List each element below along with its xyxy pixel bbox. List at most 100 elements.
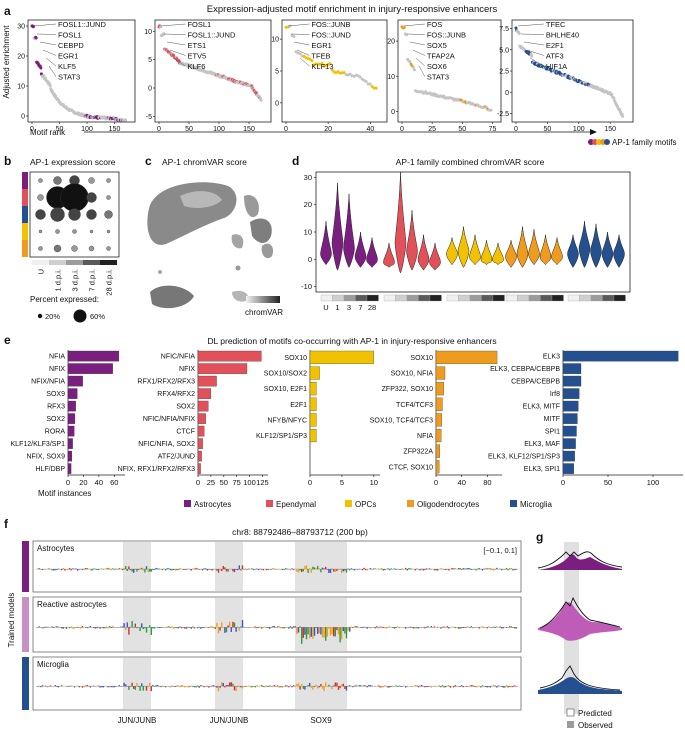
logo-glyph bbox=[285, 685, 287, 687]
y-tick-label: 5 bbox=[275, 69, 279, 76]
logo-glyph bbox=[481, 685, 484, 687]
motif-highlight bbox=[295, 542, 347, 591]
y-tick-label: 10 bbox=[387, 74, 395, 81]
legend-swatch bbox=[345, 500, 352, 507]
logo-glyph bbox=[390, 568, 392, 570]
chromvar-colorbar-label: chromVAR bbox=[245, 308, 283, 317]
logo-glyph bbox=[381, 686, 383, 688]
logo-glyph bbox=[283, 627, 285, 629]
logo-glyph bbox=[350, 568, 352, 570]
logo-glyph bbox=[67, 569, 69, 571]
logo-glyph bbox=[502, 627, 504, 629]
logo-glyph bbox=[240, 626, 242, 628]
logo-glyph bbox=[168, 568, 170, 570]
bar-chart-2: NFIC/NFIA NFIX RFX1/RFX2/RFX3 RFX4/RFX2 SOX2… bbox=[118, 350, 269, 487]
logo-glyph bbox=[53, 569, 55, 571]
x-tick-label: 150 bbox=[109, 126, 121, 133]
condition-swatch bbox=[49, 260, 66, 265]
rank-point bbox=[374, 86, 378, 90]
logo-glyph bbox=[488, 686, 490, 688]
logo-glyph bbox=[478, 567, 480, 570]
logo-glyph bbox=[237, 685, 239, 687]
logo-glyph bbox=[465, 626, 468, 628]
violin bbox=[469, 234, 481, 266]
logo-glyph bbox=[206, 569, 208, 571]
panel-g-letter: g bbox=[536, 530, 543, 544]
logo-glyph bbox=[349, 627, 351, 632]
bar-label: NFIC/NFIA, SOX2 bbox=[138, 441, 195, 448]
logo-glyph bbox=[400, 569, 402, 570]
condition-swatch bbox=[492, 294, 505, 302]
y-tick-label: -2.5 bbox=[497, 111, 509, 118]
logo-glyph bbox=[443, 569, 445, 570]
bar bbox=[562, 463, 574, 474]
logo-glyph bbox=[141, 567, 143, 570]
logo-glyph bbox=[358, 626, 360, 628]
logo-glyph bbox=[283, 686, 285, 687]
logo-glyph bbox=[187, 686, 189, 688]
condition-swatch bbox=[602, 294, 615, 302]
bar bbox=[309, 428, 317, 443]
logo-glyph bbox=[169, 569, 172, 571]
violin bbox=[320, 221, 332, 266]
logo-glyph bbox=[37, 626, 39, 628]
logo-glyph bbox=[246, 569, 248, 570]
bar bbox=[67, 450, 73, 462]
legend-label: Microglia bbox=[520, 500, 553, 509]
logo-glyph bbox=[253, 627, 255, 628]
logo-glyph bbox=[219, 627, 221, 631]
logo-glyph bbox=[341, 569, 343, 574]
logo-glyph bbox=[230, 682, 232, 687]
logo-glyph bbox=[502, 569, 504, 570]
x-tick-label: 0 bbox=[400, 126, 404, 133]
logo-glyph bbox=[46, 626, 48, 628]
logo-glyph bbox=[478, 627, 480, 629]
expression-dot bbox=[60, 183, 89, 212]
x-tick-label: 40 bbox=[366, 126, 374, 133]
motif-label: HIF1A bbox=[546, 62, 567, 71]
logo-glyph bbox=[336, 682, 338, 687]
logo-glyph bbox=[441, 626, 444, 628]
condition-swatch bbox=[590, 294, 603, 302]
logo-glyph bbox=[195, 627, 197, 628]
logo-glyph bbox=[97, 569, 100, 570]
logo-glyph bbox=[264, 686, 266, 688]
logo-glyph bbox=[329, 627, 332, 636]
logo-glyph bbox=[419, 685, 421, 687]
bar-label: E2F1 bbox=[290, 402, 307, 409]
logo-glyph bbox=[494, 627, 496, 629]
logo-glyph bbox=[69, 627, 71, 629]
y-tick-label: 5 bbox=[148, 57, 152, 64]
logo-glyph bbox=[88, 626, 90, 628]
logo-glyph bbox=[469, 568, 471, 570]
label-leader bbox=[520, 33, 544, 35]
logo-glyph bbox=[289, 685, 292, 687]
logo-glyph bbox=[406, 686, 408, 687]
logo-glyph bbox=[419, 569, 421, 571]
bar bbox=[197, 400, 209, 412]
condition-swatch bbox=[613, 294, 626, 302]
logo-glyph bbox=[185, 627, 188, 629]
logo-glyph bbox=[513, 627, 516, 629]
logo-glyph bbox=[424, 686, 426, 688]
logo-glyph bbox=[501, 686, 503, 687]
logo-glyph bbox=[363, 626, 365, 628]
logo-glyph bbox=[377, 568, 380, 570]
motif-label: FOSL1 bbox=[187, 20, 211, 29]
size-legend-small-label: 20% bbox=[45, 312, 60, 321]
logo-glyph bbox=[241, 565, 244, 570]
logo-glyph bbox=[225, 627, 228, 633]
logo-glyph bbox=[483, 568, 485, 570]
rank-point bbox=[402, 26, 406, 30]
logo-glyph bbox=[110, 686, 112, 688]
logo-glyph bbox=[86, 627, 88, 629]
logo-glyph bbox=[304, 565, 306, 570]
logo-glyph bbox=[328, 684, 330, 687]
logo-glyph bbox=[232, 621, 234, 628]
logo-glyph bbox=[189, 686, 191, 687]
rank-point bbox=[320, 62, 324, 66]
x-tick-label: 0 bbox=[514, 126, 518, 133]
logo-glyph bbox=[221, 622, 223, 628]
logo-glyph bbox=[301, 569, 303, 572]
